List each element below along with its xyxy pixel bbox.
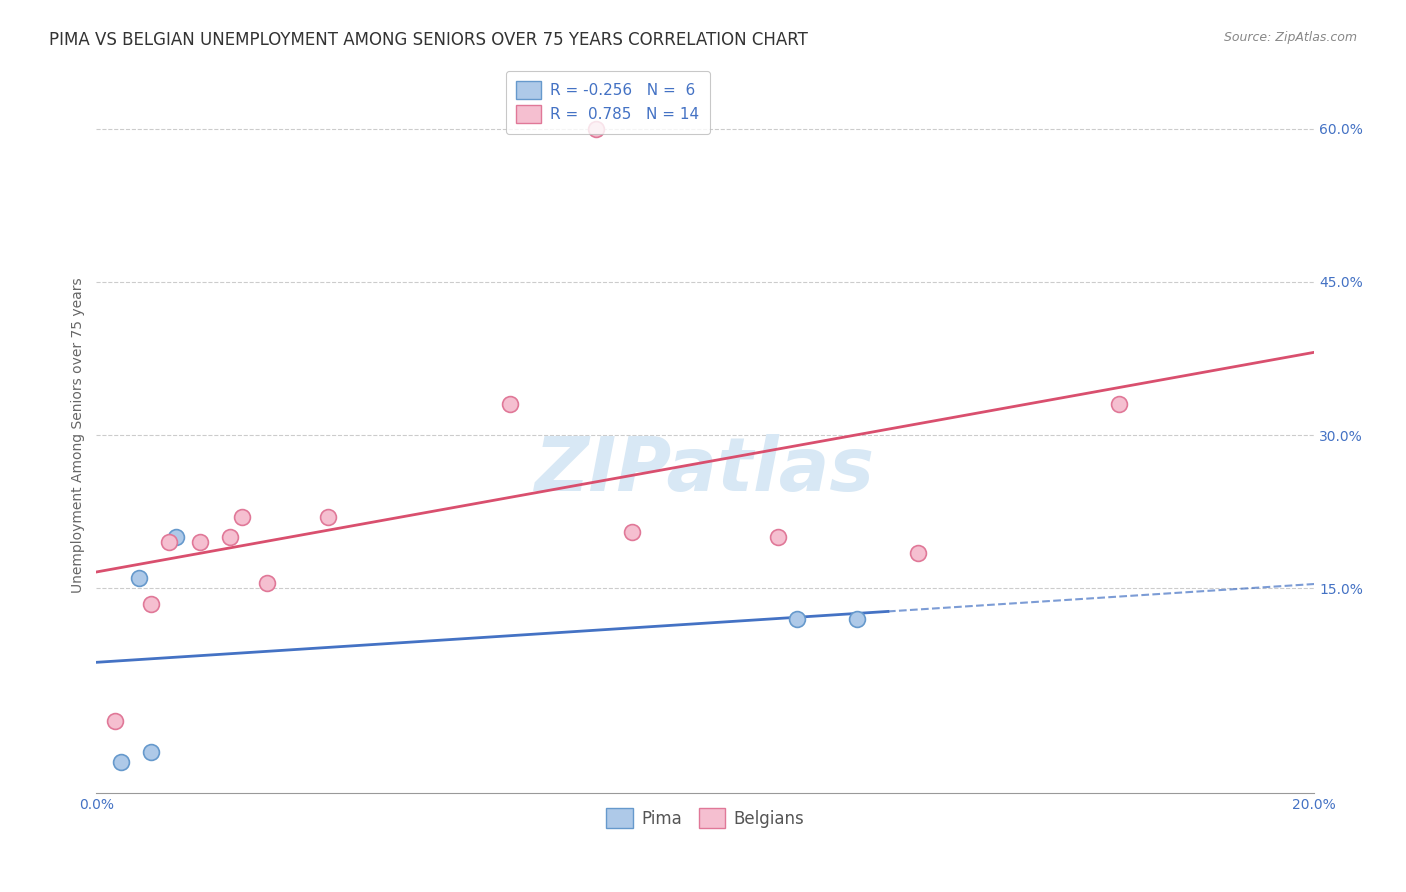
Point: [907, 545, 929, 559]
Point: [157, 535, 180, 549]
Point: [104, 714, 127, 728]
Point: [846, 612, 869, 626]
Point: [110, 755, 132, 769]
Point: [786, 612, 808, 626]
Point: [585, 121, 607, 136]
Point: [141, 745, 163, 759]
Point: [499, 397, 522, 411]
Point: [1108, 397, 1130, 411]
Text: ZIPatlas: ZIPatlas: [536, 434, 876, 508]
Point: [316, 509, 339, 524]
Point: [768, 530, 790, 544]
Point: [256, 576, 278, 591]
Text: PIMA VS BELGIAN UNEMPLOYMENT AMONG SENIORS OVER 75 YEARS CORRELATION CHART: PIMA VS BELGIAN UNEMPLOYMENT AMONG SENIO…: [49, 31, 808, 49]
Text: Source: ZipAtlas.com: Source: ZipAtlas.com: [1223, 31, 1357, 45]
Point: [165, 530, 187, 544]
Point: [219, 530, 242, 544]
Point: [128, 571, 150, 585]
Point: [188, 535, 211, 549]
Point: [231, 509, 253, 524]
Point: [621, 525, 644, 540]
Point: [141, 597, 163, 611]
Y-axis label: Unemployment Among Seniors over 75 years: Unemployment Among Seniors over 75 years: [72, 277, 86, 593]
Legend: Pima, Belgians: Pima, Belgians: [599, 802, 811, 834]
